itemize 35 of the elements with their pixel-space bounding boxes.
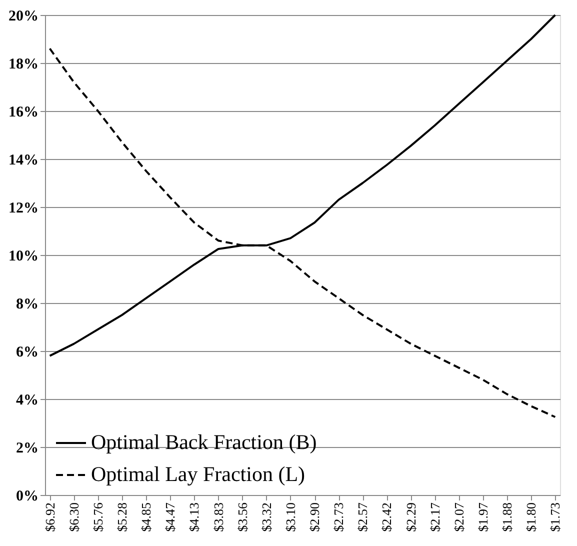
legend-label: Optimal Back Fraction (B): [91, 430, 317, 454]
y-tick-label: 0%: [16, 488, 38, 504]
x-tick-label: $4.13: [186, 502, 202, 532]
x-tick-label: $5.28: [114, 502, 130, 532]
x-tick-label: $6.30: [66, 502, 82, 532]
y-tick-label: 4%: [16, 392, 38, 408]
x-tick-label: $4.85: [138, 502, 154, 532]
x-tick-label: $1.80: [524, 502, 539, 532]
y-tick-label: 8%: [16, 296, 38, 312]
legend-label: Optimal Lay Fraction (L): [91, 462, 306, 486]
x-tick-label: $2.73: [331, 502, 346, 532]
x-tick-label: $2.90: [307, 502, 322, 532]
y-tick-label: 6%: [16, 344, 38, 360]
x-tick-label: $1.97: [475, 502, 490, 532]
y-tick-label: 16%: [8, 104, 38, 120]
x-tick-label: $3.56: [234, 502, 250, 532]
y-tick-label: 10%: [8, 248, 38, 264]
y-tick-label: 12%: [8, 200, 38, 216]
x-tick-label: $2.29: [403, 502, 418, 532]
y-tick-label: 20%: [8, 8, 38, 24]
x-tick-label: $3.83: [210, 502, 226, 532]
y-tick-label: 14%: [8, 152, 38, 168]
x-tick-label: $6.92: [42, 502, 58, 532]
x-tick-label: $2.42: [379, 502, 394, 532]
x-tick-label: $2.17: [427, 502, 442, 532]
x-tick-label: $4.47: [162, 502, 178, 532]
x-tick-label: $3.32: [258, 502, 274, 532]
x-tick-label: $3.10: [282, 502, 298, 532]
x-tick-label: $5.76: [90, 502, 106, 532]
x-tick-label: $1.73: [548, 502, 563, 532]
y-tick-label: 18%: [8, 56, 38, 72]
x-tick-label: $2.57: [355, 502, 370, 532]
x-tick-label: $2.07: [451, 502, 466, 532]
x-tick-label: $1.88: [500, 502, 515, 532]
y-tick-label: 2%: [16, 440, 38, 456]
